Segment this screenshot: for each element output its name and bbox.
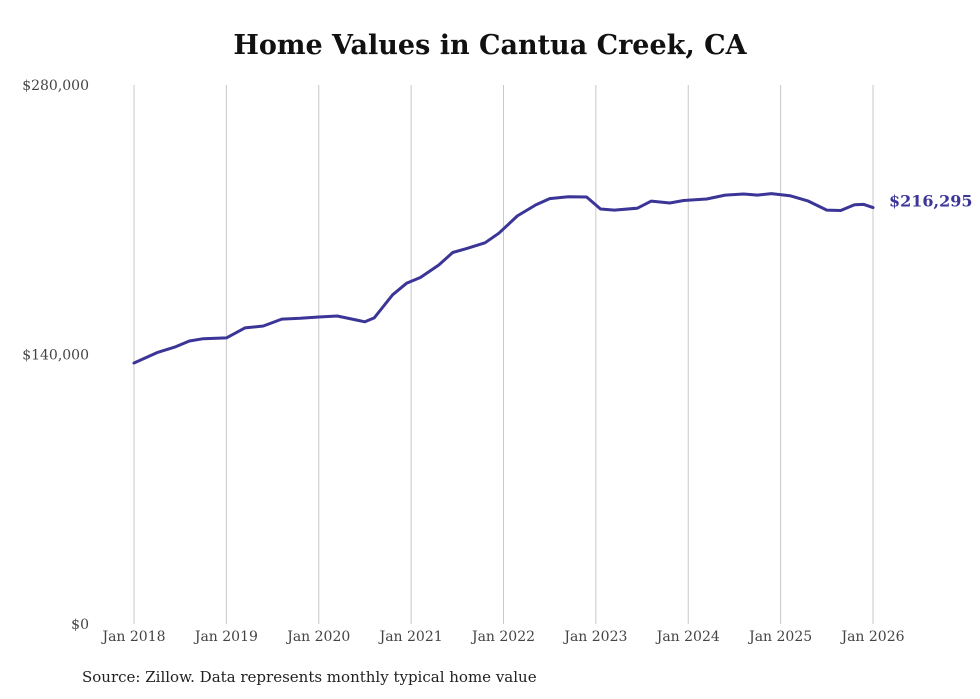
end-value-label: $216,295: [889, 192, 973, 211]
y-tick-label: $0: [71, 617, 89, 633]
chart-title: Home Values in Cantua Creek, CA: [233, 30, 747, 61]
y-tick-label: $140,000: [22, 348, 89, 364]
x-tick-label: Jan 2023: [562, 629, 627, 645]
series-line: [132, 192, 875, 365]
y-tick-label: $280,000: [22, 78, 89, 94]
source-note: Source: Zillow. Data represents monthly …: [82, 668, 537, 686]
x-tick-label: Jan 2019: [193, 629, 258, 645]
x-tick-label: Jan 2020: [285, 629, 350, 645]
x-tick-label: Jan 2024: [655, 629, 720, 645]
x-tick-label: Jan 2026: [839, 629, 904, 645]
x-tick-label: Jan 2022: [470, 629, 535, 645]
x-tick-label: Jan 2025: [747, 629, 812, 645]
x-tick-label: Jan 2018: [100, 629, 165, 645]
x-tick-label: Jan 2021: [378, 629, 443, 645]
